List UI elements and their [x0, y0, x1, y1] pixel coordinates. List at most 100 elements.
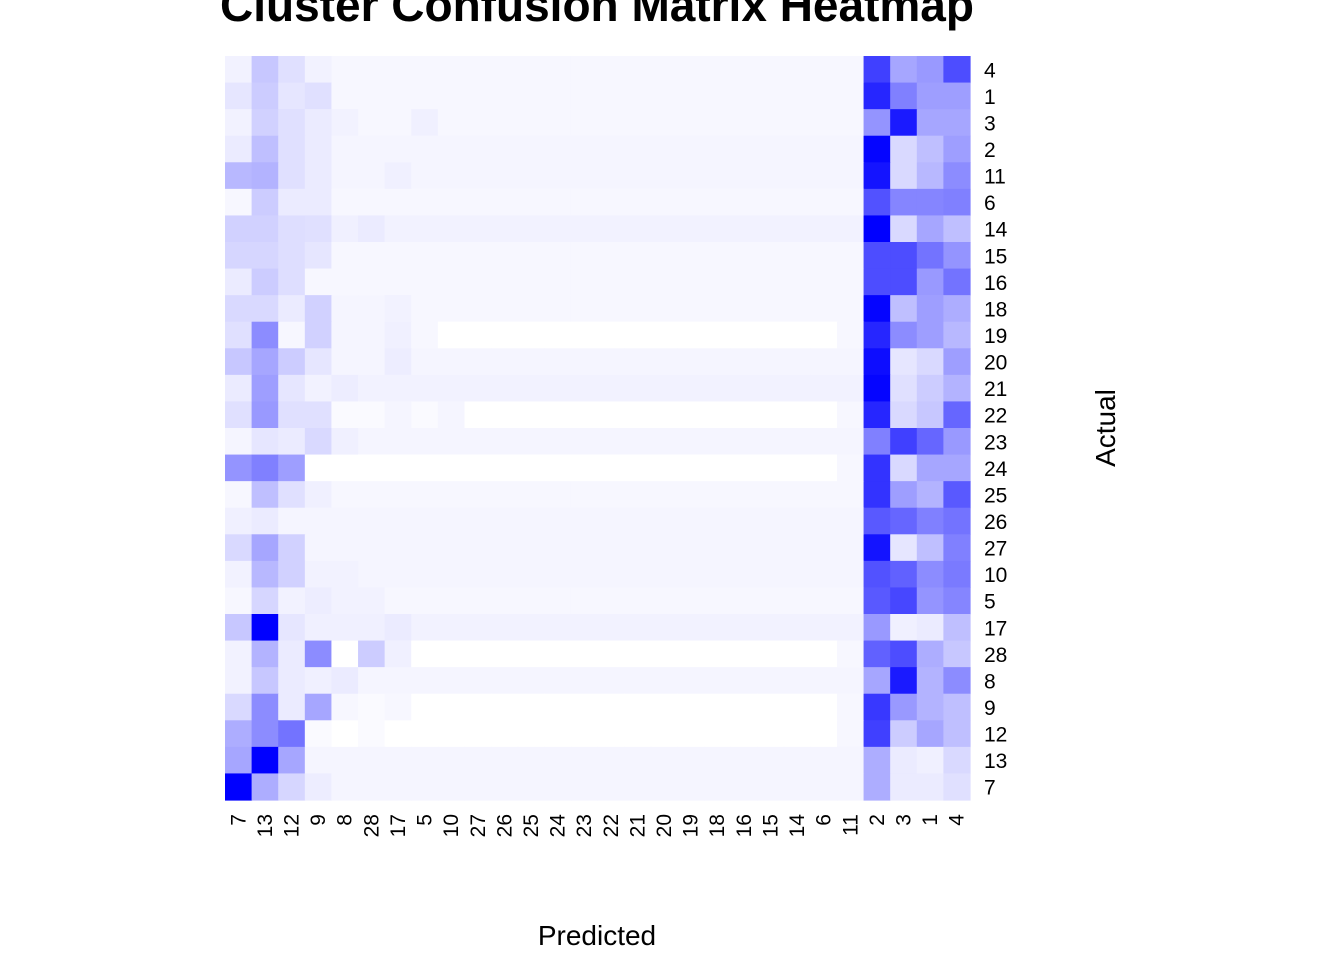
- heatmap-cell: [411, 507, 439, 535]
- heatmap-cell: [491, 188, 519, 217]
- x-tick-label: 1: [919, 814, 942, 826]
- y-tick-label: 9: [984, 697, 996, 720]
- heatmap-cell: [624, 773, 652, 801]
- heatmap-cell: [890, 507, 918, 535]
- heatmap-cell: [304, 587, 333, 615]
- heatmap-cell: [384, 268, 412, 296]
- heatmap-cell: [757, 162, 785, 190]
- heatmap-cell: [650, 560, 678, 589]
- y-tick-label: 20: [984, 352, 1007, 375]
- heatmap-cell: [810, 667, 838, 695]
- heatmap-cell: [916, 640, 944, 668]
- heatmap-cell: [491, 242, 519, 270]
- heatmap-cell: [411, 587, 439, 615]
- heatmap-cell: [411, 56, 439, 84]
- heatmap-cell: [517, 268, 545, 296]
- heatmap-cell: [730, 720, 758, 748]
- heatmap-cell: [890, 109, 918, 137]
- heatmap-cell: [517, 162, 545, 190]
- heatmap-cell: [464, 507, 492, 535]
- heatmap-cell: [650, 746, 678, 775]
- heatmap-cell: [703, 534, 732, 562]
- heatmap-cell: [624, 507, 652, 535]
- heatmap-cell: [570, 295, 599, 323]
- heatmap-cell: [278, 162, 306, 190]
- heatmap-cell: [703, 215, 732, 243]
- heatmap-cell: [464, 135, 492, 163]
- heatmap-cell: [810, 640, 838, 668]
- heatmap-cell: [836, 268, 865, 296]
- y-tick-label: 6: [984, 192, 996, 215]
- heatmap-cell: [783, 135, 811, 163]
- heatmap-cell: [677, 560, 705, 589]
- heatmap-cell: [411, 640, 439, 668]
- heatmap-cell: [703, 56, 732, 84]
- heatmap-cell: [890, 640, 918, 668]
- heatmap-cell: [411, 82, 439, 110]
- heatmap-cell: [251, 560, 279, 589]
- heatmap-cell: [943, 560, 971, 589]
- heatmap-cell: [863, 242, 891, 270]
- heatmap-cell: [677, 587, 705, 615]
- heatmap-cell: [464, 667, 492, 695]
- heatmap-cell: [730, 401, 758, 429]
- heatmap-cell: [331, 746, 359, 775]
- heatmap-cell: [890, 401, 918, 429]
- heatmap-cell: [384, 587, 412, 615]
- heatmap-cell: [703, 295, 732, 323]
- heatmap-cell: [836, 773, 865, 801]
- heatmap-cell: [783, 587, 811, 615]
- x-tick-label: 23: [573, 814, 596, 837]
- heatmap-cell: [411, 773, 439, 801]
- heatmap-cell: [251, 56, 279, 84]
- heatmap-cell: [491, 614, 519, 642]
- heatmap-cell: [251, 401, 279, 429]
- heatmap-cell: [757, 773, 785, 801]
- x-tick-label: 7: [227, 814, 250, 826]
- heatmap-cell: [491, 215, 519, 243]
- heatmap-cell: [570, 135, 599, 163]
- heatmap-cell: [411, 720, 439, 748]
- heatmap-cell: [570, 560, 599, 589]
- heatmap-cell: [757, 534, 785, 562]
- heatmap-cell: [517, 374, 545, 403]
- y-tick-label: 23: [984, 431, 1007, 454]
- heatmap-cell: [863, 188, 891, 217]
- heatmap-cell: [225, 82, 253, 110]
- heatmap-cell: [943, 268, 971, 296]
- x-tick-label: 25: [520, 814, 543, 837]
- heatmap-cell: [251, 481, 279, 509]
- heatmap-cell: [863, 109, 891, 137]
- heatmap-cell: [836, 374, 865, 403]
- heatmap-cell: [544, 109, 572, 137]
- heatmap-cell: [358, 401, 386, 429]
- heatmap-cell: [251, 720, 279, 748]
- heatmap-cell: [437, 242, 466, 270]
- heatmap-cell: [437, 560, 466, 589]
- x-tick-label: 2: [866, 814, 889, 826]
- heatmap-cell: [225, 454, 253, 482]
- heatmap-cell: [251, 109, 279, 137]
- heatmap-cell: [890, 162, 918, 190]
- heatmap-cell: [916, 82, 944, 110]
- heatmap-cell: [703, 507, 732, 535]
- heatmap-cell: [304, 560, 333, 589]
- heatmap-cell: [863, 720, 891, 748]
- heatmap-cell: [863, 746, 891, 775]
- heatmap-cell: [650, 374, 678, 403]
- heatmap-cell: [517, 215, 545, 243]
- heatmap-cell: [783, 374, 811, 403]
- heatmap-cell: [384, 454, 412, 482]
- heatmap-cell: [810, 295, 838, 323]
- heatmap-cell: [650, 534, 678, 562]
- heatmap-cell: [943, 746, 971, 775]
- heatmap-cell: [517, 135, 545, 163]
- heatmap-cell: [730, 162, 758, 190]
- heatmap-cell: [757, 481, 785, 509]
- heatmap-cell: [544, 215, 572, 243]
- x-tick-label: 15: [759, 814, 782, 837]
- heatmap-cell: [358, 507, 386, 535]
- heatmap-cell: [836, 135, 865, 163]
- heatmap-cell: [544, 82, 572, 110]
- heatmap-cell: [544, 720, 572, 748]
